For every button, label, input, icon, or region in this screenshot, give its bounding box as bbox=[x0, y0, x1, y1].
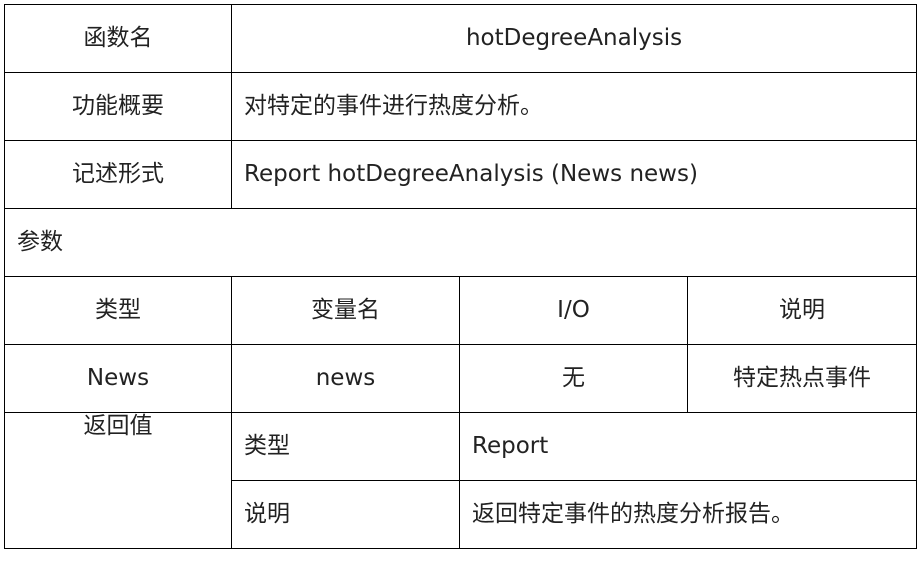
return-value-label: 返回值 bbox=[4, 412, 232, 549]
return-desc-value: 返回特定事件的热度分析报告。 bbox=[458, 480, 918, 549]
return-type-label: 类型 bbox=[231, 412, 460, 481]
signature-label: 记述形式 bbox=[4, 140, 232, 209]
summary-label: 功能概要 bbox=[4, 72, 232, 141]
summary-value: 对特定的事件进行热度分析。 bbox=[230, 72, 918, 141]
return-desc-row: 说明 返回特定事件的热度分析报告。 bbox=[5, 480, 918, 549]
table-row: News news 无 特定热点事件 bbox=[4, 344, 918, 413]
function-name-label: 函数名 bbox=[4, 4, 232, 73]
return-type-row: 返回值 类型 Report bbox=[4, 412, 918, 549]
params-header-type: 类型 bbox=[4, 276, 232, 345]
params-header-row: 类型 变量名 I/O 说明 bbox=[4, 276, 918, 345]
params-header-io: I/O bbox=[459, 276, 688, 345]
params-header-variable: 变量名 bbox=[231, 276, 460, 345]
params-header-description: 说明 bbox=[686, 276, 918, 345]
params-title-row: 参数 bbox=[3, 208, 918, 277]
param-type-cell: News bbox=[4, 344, 232, 413]
return-desc-label: 说明 bbox=[231, 480, 460, 549]
signature-value: Report hotDegreeAnalysis (News news) bbox=[230, 140, 918, 209]
params-label: 参数 bbox=[3, 208, 918, 277]
function-name-row: 函数名 hotDegreeAnalysis bbox=[4, 4, 918, 73]
return-type-value: Report bbox=[458, 412, 918, 481]
signature-row: 记述形式 Report hotDegreeAnalysis (News news… bbox=[4, 140, 918, 209]
summary-row: 功能概要 对特定的事件进行热度分析。 bbox=[4, 72, 918, 141]
param-io-cell: 无 bbox=[459, 344, 688, 413]
function-spec-table: 函数名 hotDegreeAnalysis 功能概要 对特定的事件进行热度分析。… bbox=[3, 4, 918, 549]
param-description-cell: 特定热点事件 bbox=[686, 344, 918, 413]
param-variable-cell: news bbox=[231, 344, 460, 413]
function-name-value: hotDegreeAnalysis bbox=[230, 4, 918, 73]
